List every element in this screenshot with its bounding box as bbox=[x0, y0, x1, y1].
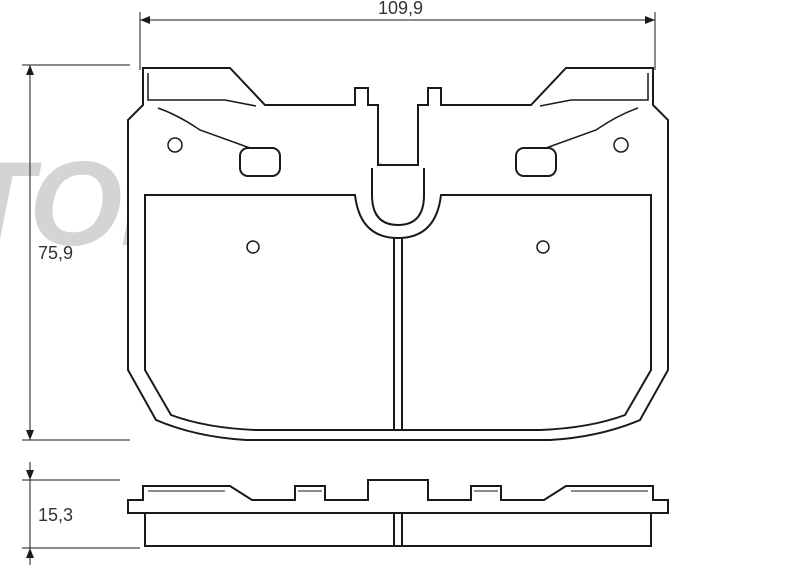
height-dimension-label: 75,9 bbox=[38, 243, 73, 264]
technical-drawing bbox=[0, 0, 786, 586]
width-dimension-label: 109,9 bbox=[378, 0, 423, 19]
brake-pad-side-view bbox=[128, 480, 668, 546]
top-dimension bbox=[140, 12, 655, 70]
brake-pad-front-view bbox=[128, 68, 668, 440]
thickness-dimension-label: 15,3 bbox=[38, 505, 73, 526]
